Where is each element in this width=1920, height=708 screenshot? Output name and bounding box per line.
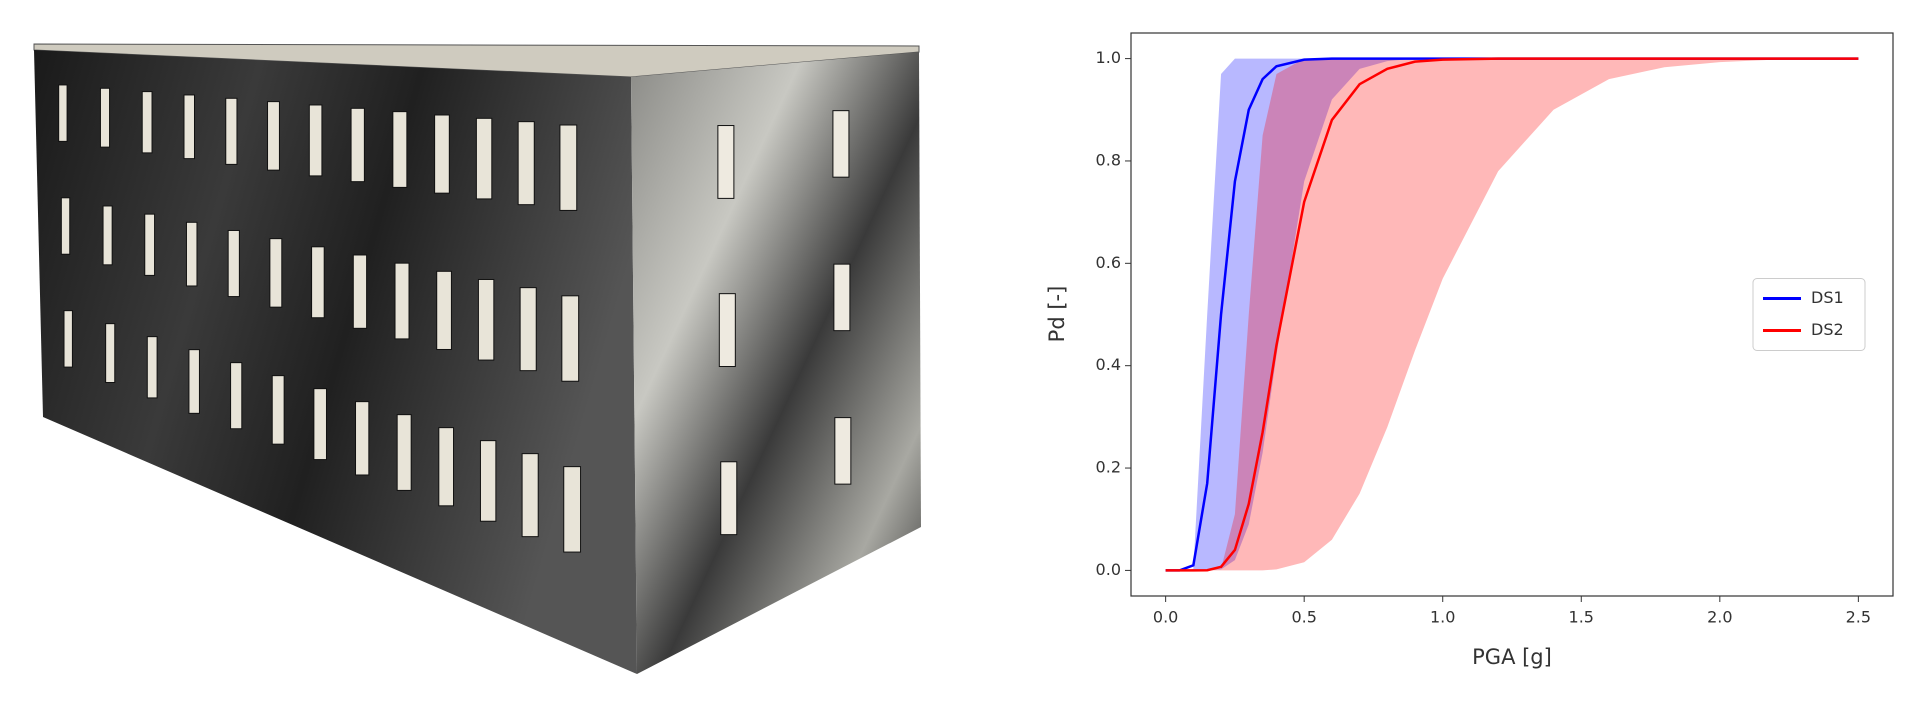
y-tick-label: 1.0: [1096, 48, 1121, 67]
window: [63, 310, 73, 368]
window: [392, 111, 408, 188]
window: [438, 427, 455, 507]
y-tick-label: 0.8: [1096, 150, 1121, 169]
window: [269, 238, 283, 308]
window: [350, 107, 365, 183]
window: [183, 94, 195, 160]
x-tick-label: 2.5: [1846, 608, 1871, 627]
y-tick-label: 0.0: [1096, 560, 1121, 579]
window: [396, 414, 412, 491]
plot-frame: [1130, 32, 1894, 597]
fragility-curve: [1165, 57, 1859, 572]
window: [352, 254, 368, 329]
legend-box: [1752, 278, 1866, 351]
window: [102, 205, 113, 266]
window: [394, 262, 410, 340]
window: [434, 114, 450, 194]
window: [227, 229, 240, 298]
window: [561, 295, 580, 382]
window: [720, 461, 738, 536]
chart: 0.0 0.5 1.0 1.5 2.0 2.5 0.0 0.2 0.4 0.6 0.8 1.0 DS1 D…: [1096, 32, 1894, 627]
window: [58, 84, 68, 142]
window: [717, 125, 735, 199]
window: [834, 417, 852, 485]
x-tick-label: 2.0: [1707, 608, 1732, 627]
legend-label: DS1: [1811, 288, 1844, 307]
window: [521, 453, 539, 538]
x-tick-label: 1.0: [1430, 608, 1455, 627]
window: [230, 362, 243, 430]
legend-label: DS2: [1811, 320, 1844, 339]
window: [99, 87, 111, 148]
window: [185, 221, 198, 287]
confidence-band: [1165, 58, 1859, 571]
y-tick-label: 0.4: [1096, 355, 1121, 374]
window: [60, 197, 71, 255]
window: [519, 287, 537, 372]
window: [563, 466, 582, 553]
window: [311, 246, 325, 319]
window: [105, 323, 116, 384]
y-tick-label: 0.2: [1096, 458, 1121, 477]
x-axis-label: PGA [g]: [1472, 645, 1552, 669]
window: [141, 91, 153, 154]
window: [832, 110, 850, 178]
window: [559, 124, 578, 211]
x-tick-label: 0.0: [1153, 608, 1178, 627]
window: [436, 270, 452, 350]
window: [188, 349, 200, 414]
building-render: [33, 43, 921, 674]
y-tick-label: 0.6: [1096, 253, 1121, 272]
y-axis-label: Pd [-]: [1045, 286, 1069, 343]
x-tick-label: 0.5: [1291, 608, 1316, 627]
window: [355, 401, 370, 476]
window: [479, 440, 497, 522]
side-facade: [631, 52, 921, 674]
window: [271, 375, 285, 445]
window: [833, 263, 851, 332]
window: [267, 101, 280, 171]
window: [308, 104, 323, 177]
window: [313, 388, 327, 461]
window: [225, 97, 238, 165]
confidence-band: [1165, 58, 1859, 571]
window: [517, 121, 535, 206]
window: [477, 278, 495, 361]
front-facade: [34, 50, 637, 674]
window: [144, 213, 156, 276]
window: [475, 117, 493, 200]
x-tick-label: 1.5: [1569, 608, 1594, 627]
window: [146, 336, 158, 399]
window: [718, 293, 736, 368]
